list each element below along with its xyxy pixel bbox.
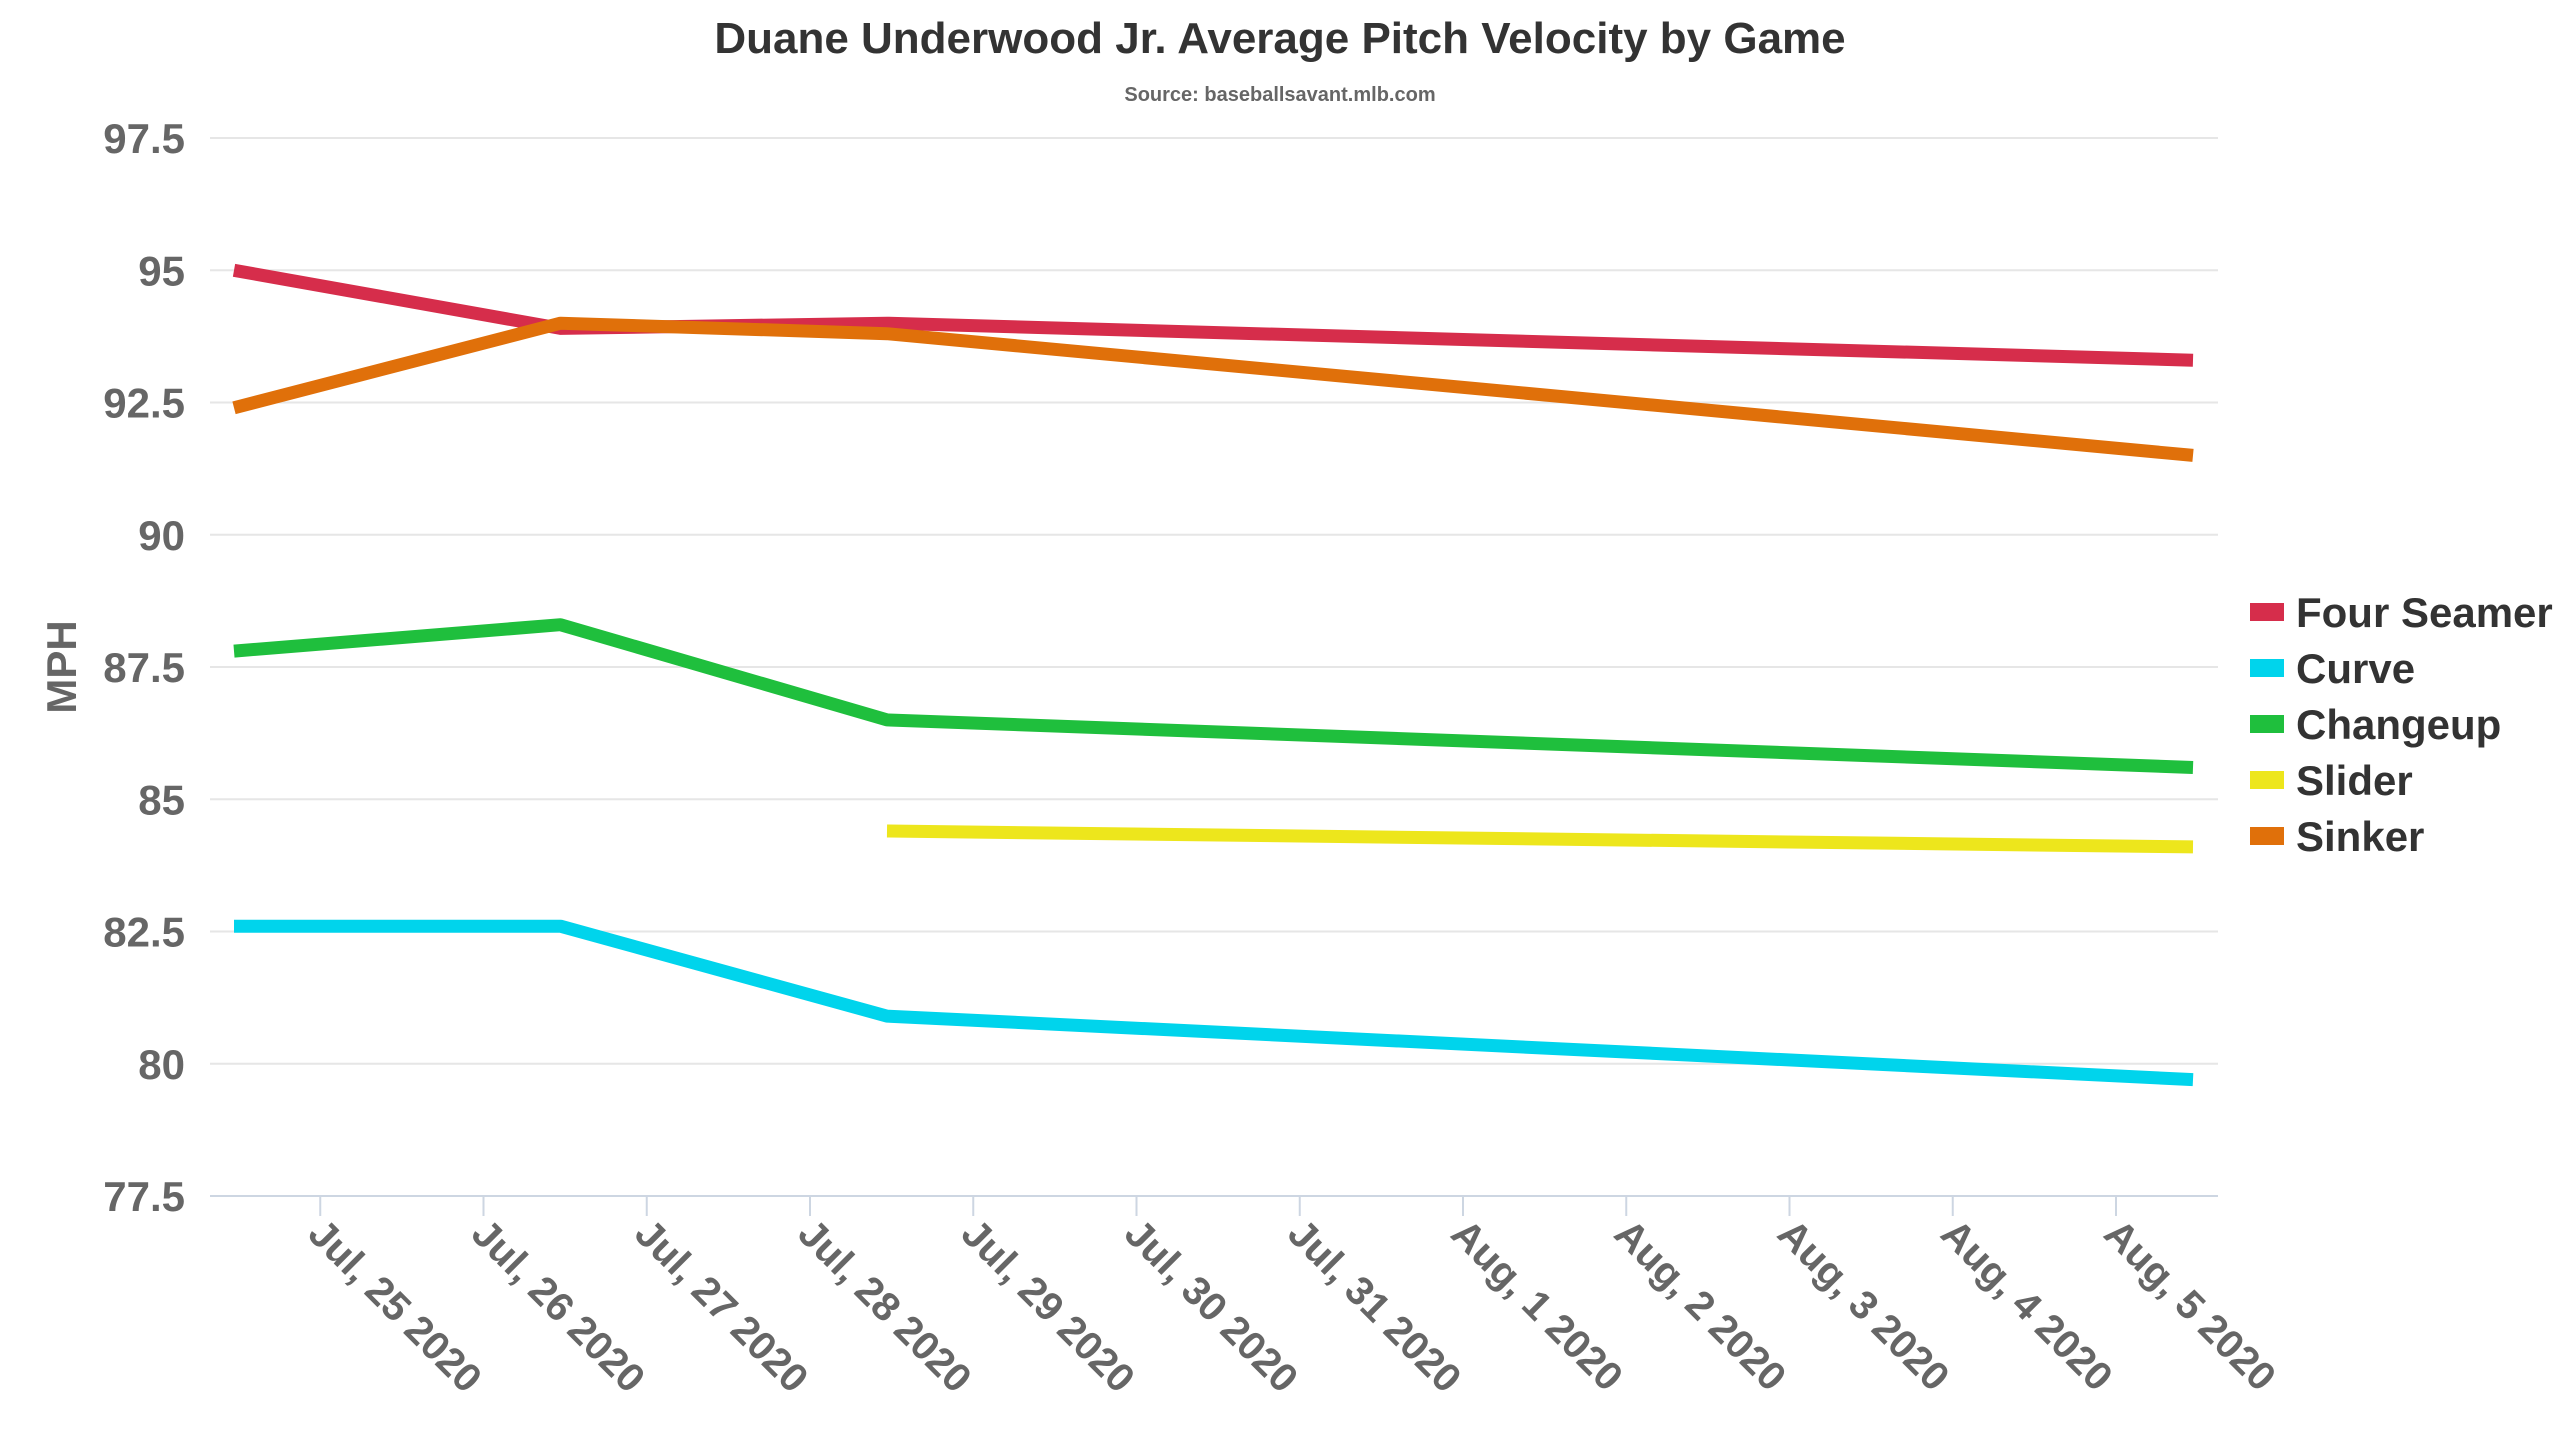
y-tick-label: 87.5 <box>103 644 185 691</box>
grid-lines <box>210 137 2218 1197</box>
y-tick-label: 90 <box>138 512 185 559</box>
x-tick-label: Aug, 1 2020 <box>1443 1211 1631 1399</box>
y-tick-label: 95 <box>138 247 185 294</box>
x-tick-label: Aug, 2 2020 <box>1606 1211 1794 1399</box>
x-tick-label: Aug, 5 2020 <box>2096 1211 2284 1399</box>
legend-label: Sinker <box>2296 813 2424 860</box>
legend-label: Four Seamer <box>2296 589 2553 636</box>
series-line-slider <box>886 824 2194 854</box>
y-axis: 77.5 80 82.5 85 87.5 90 92.5 95 97.5 MPH <box>38 115 185 1220</box>
series-line-curve <box>234 919 2194 1087</box>
legend-swatch <box>2250 827 2284 845</box>
legend-swatch <box>2250 715 2284 733</box>
x-tick-label: Aug, 3 2020 <box>1769 1211 1957 1399</box>
legend-label: Slider <box>2296 757 2413 804</box>
legend-label: Changeup <box>2296 701 2501 748</box>
legend-swatch <box>2250 603 2284 621</box>
y-tick-label: 97.5 <box>103 115 185 162</box>
chart-subtitle: Source: baseballsavant.mlb.com <box>1124 84 1436 106</box>
legend-item: Changeup <box>2250 701 2501 748</box>
series-line-changeup <box>233 618 2194 774</box>
x-tick-label: Jul, 25 2020 <box>300 1211 490 1401</box>
y-tick-label: 77.5 <box>103 1173 185 1220</box>
x-tick-label: Jul, 27 2020 <box>626 1211 816 1401</box>
chart-title: Duane Underwood Jr. Average Pitch Veloci… <box>714 14 1846 63</box>
x-tick-label: Jul, 31 2020 <box>1279 1211 1469 1401</box>
y-tick-label: 85 <box>138 776 185 823</box>
legend-label: Curve <box>2296 645 2415 692</box>
legend-item: Sinker <box>2250 813 2424 860</box>
legend-item: Curve <box>2250 645 2415 692</box>
y-tick-label: 92.5 <box>103 380 185 427</box>
series-lines <box>232 263 2194 1087</box>
x-tick-label: Jul, 29 2020 <box>953 1211 1143 1401</box>
y-axis-label: MPH <box>38 620 85 713</box>
x-tick-label: Jul, 28 2020 <box>790 1211 980 1401</box>
legend-item: Four Seamer <box>2250 589 2553 636</box>
series-line-sinker <box>232 316 2194 462</box>
x-tick-label: Jul, 26 2020 <box>463 1211 653 1401</box>
x-tick-label: Aug, 4 2020 <box>1932 1211 2120 1399</box>
y-tick-label: 80 <box>138 1041 185 1088</box>
y-tick-label: 82.5 <box>103 909 185 956</box>
legend-item: Slider <box>2250 757 2413 804</box>
legend-swatch <box>2250 659 2284 677</box>
x-tick-label: Jul, 30 2020 <box>1116 1211 1306 1401</box>
legend: Four Seamer Curve Changeup Slider Sinker <box>2250 589 2553 860</box>
legend-swatch <box>2250 771 2284 789</box>
series-line-four-seamer <box>232 263 2194 367</box>
